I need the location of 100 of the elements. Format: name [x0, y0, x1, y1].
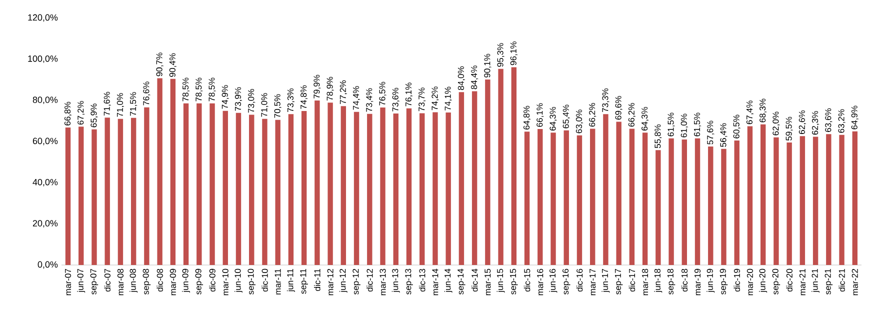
data-label: 74,1% — [444, 86, 452, 110]
x-tick-label: mar-19 — [694, 268, 701, 296]
data-label: 63,2% — [838, 109, 846, 133]
data-label: 76,1% — [405, 82, 413, 106]
x-tick-label: dic-11 — [314, 268, 320, 291]
x-tick-label: mar-11 — [274, 268, 281, 294]
bar — [616, 122, 622, 265]
data-label: 84,0% — [458, 66, 465, 90]
data-label: 71,0% — [261, 93, 268, 117]
bar — [629, 128, 635, 265]
data-label: 68,3% — [760, 98, 767, 122]
data-label: 57,6% — [707, 120, 714, 144]
data-label: 62,0% — [772, 112, 780, 136]
bar — [576, 135, 582, 265]
x-tick-label: jun-17 — [602, 268, 610, 293]
data-label: 90,7% — [156, 52, 164, 76]
x-tick-label: mar-07 — [64, 268, 72, 296]
bar — [236, 112, 242, 265]
x-tick-label: jun-09 — [182, 268, 190, 293]
x-tick-label: sep-11 — [300, 268, 308, 294]
data-label: 71,5% — [130, 92, 138, 116]
x-tick-label: sep-12 — [352, 268, 360, 294]
bar — [406, 108, 412, 265]
data-label: 74,2% — [432, 86, 439, 110]
bar — [668, 138, 674, 265]
bar — [196, 103, 202, 265]
x-tick-label: dic-17 — [628, 268, 636, 292]
data-label: 60,5% — [733, 114, 740, 138]
bar — [852, 131, 858, 265]
data-label: 73,0% — [248, 89, 256, 113]
x-tick-label: mar-12 — [327, 268, 334, 296]
bar — [275, 120, 280, 265]
x-tick-label: mar-13 — [380, 268, 386, 296]
data-label: 71,0% — [116, 93, 124, 117]
y-tick-label: 120,0% — [28, 14, 58, 22]
bar — [800, 136, 806, 265]
x-tick-label: jun-10 — [234, 268, 242, 293]
data-label: 76,6% — [143, 82, 150, 106]
x-tick-label: sep-14 — [458, 268, 466, 294]
data-label: 67,4% — [746, 100, 754, 124]
x-tick-label: sep-17 — [614, 268, 623, 294]
data-label: 76,5% — [379, 82, 386, 106]
x-tick-label: jun-21 — [812, 268, 820, 293]
data-label: 66,8% — [64, 102, 72, 126]
x-tick-label: jun-15 — [496, 268, 505, 293]
data-label: 61,0% — [680, 114, 688, 138]
data-label: 74,4% — [353, 86, 360, 110]
data-label: 96,1% — [510, 42, 518, 66]
bar — [157, 78, 162, 265]
x-tick-label: dic-20 — [786, 268, 792, 292]
bar — [210, 103, 215, 265]
y-tick-label: 60,0% — [32, 138, 58, 146]
bar — [65, 128, 71, 265]
x-tick-label: dic-21 — [838, 268, 845, 292]
x-tick-label: sep-08 — [142, 268, 151, 294]
data-label: 69,6% — [615, 96, 622, 120]
x-tick-label: mar-14 — [432, 268, 438, 296]
bar — [734, 140, 740, 265]
bar — [380, 108, 386, 265]
x-tick-label: dic-14 — [471, 268, 478, 292]
data-label: 62,6% — [798, 110, 806, 134]
data-label: 73,6% — [392, 88, 400, 112]
data-label: 64,8% — [523, 106, 531, 130]
x-tick-label: dic-08 — [156, 268, 163, 292]
data-label: 64,3% — [550, 106, 557, 131]
x-tick-label: mar-18 — [642, 268, 648, 296]
x-tick-label: jun-07 — [77, 268, 86, 293]
bar — [262, 118, 268, 265]
x-tick-label: sep-15 — [510, 268, 518, 294]
bar — [170, 78, 176, 265]
x-tick-label: sep-19 — [720, 268, 728, 294]
data-label: 73,3% — [287, 88, 294, 112]
x-tick-label: mar-10 — [222, 268, 228, 296]
x-tick-label: dic-07 — [104, 268, 110, 292]
data-label: 61,5% — [694, 112, 702, 136]
y-tick-label: 0,0% — [38, 261, 58, 269]
data-label: 61,5% — [668, 112, 675, 136]
bar — [249, 114, 254, 265]
x-tick-label: sep-09 — [195, 268, 204, 294]
x-tick-label: dic-18 — [681, 268, 688, 292]
bar — [747, 126, 753, 265]
data-label: 95,3% — [497, 43, 504, 67]
bar — [328, 102, 333, 265]
bar — [301, 111, 307, 265]
data-label: 66,2% — [589, 103, 596, 127]
x-tick-label: jun-08 — [130, 268, 138, 293]
bar — [288, 114, 294, 265]
x-tick-label: jun-18 — [654, 268, 662, 293]
data-label: 55,8% — [654, 124, 662, 148]
x-tick-label: sep-18 — [667, 268, 676, 294]
bar — [682, 139, 687, 265]
x-tick-label: dic-15 — [524, 268, 530, 292]
data-label: 66,1% — [536, 103, 544, 127]
data-label: 74,8% — [300, 85, 308, 109]
data-label: 79,9% — [314, 74, 321, 98]
bar — [708, 146, 714, 265]
x-tick-label: mar-17 — [590, 268, 596, 296]
bar — [420, 113, 425, 265]
x-tick-label: dic-13 — [418, 268, 426, 292]
bar — [498, 68, 504, 265]
